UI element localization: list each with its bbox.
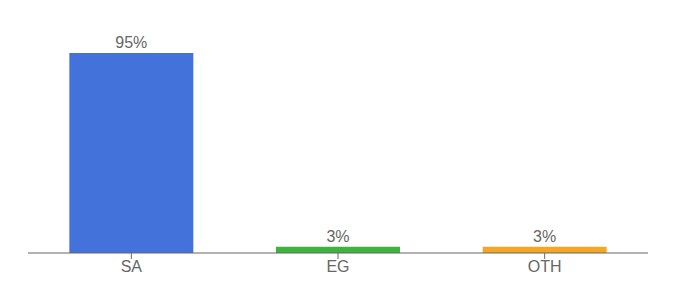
svg-text:95%: 95%	[115, 34, 147, 51]
svg-text:3%: 3%	[326, 228, 349, 245]
svg-text:OTH: OTH	[528, 258, 562, 275]
svg-text:SA: SA	[121, 258, 143, 275]
svg-text:3%: 3%	[533, 228, 556, 245]
svg-text:EG: EG	[326, 258, 349, 275]
